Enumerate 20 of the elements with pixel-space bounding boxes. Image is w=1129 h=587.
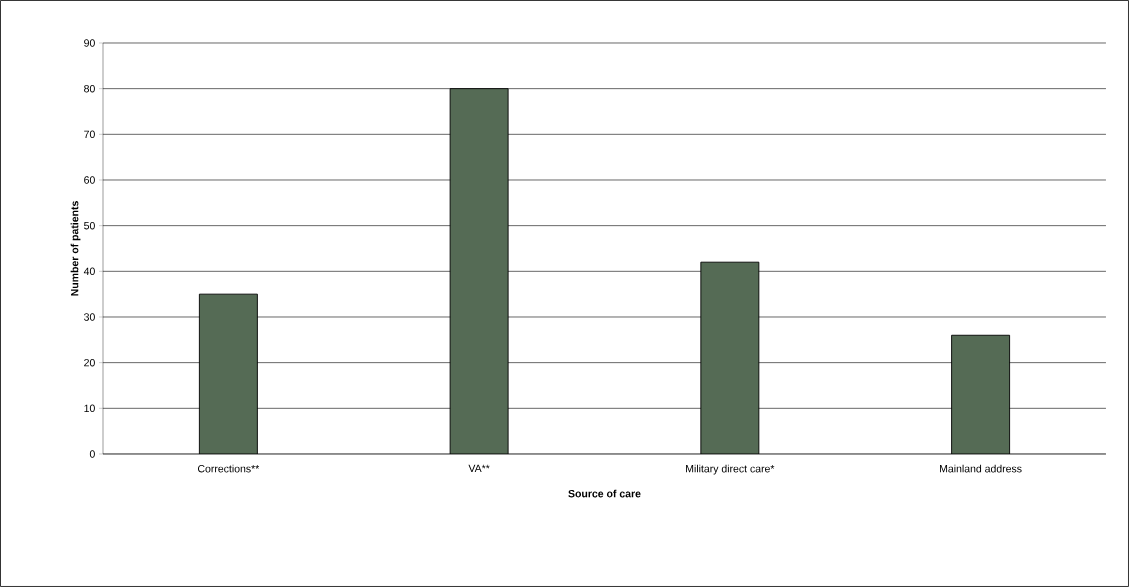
y-tick-label: 10 (84, 404, 95, 413)
x-tick-label: VA** (468, 464, 490, 472)
x-axis-title: Source of care (568, 489, 641, 498)
x-tick-label: Mainland address (940, 464, 1022, 473)
y-tick-label: 40 (83, 267, 95, 276)
y-tick-label: 30 (84, 313, 95, 321)
y-tick-label: 90 (84, 39, 95, 47)
bar (700, 261, 760, 454)
bar (951, 334, 1011, 454)
y-tick-label: 70 (84, 130, 95, 139)
y-tick-label: 60 (84, 176, 95, 184)
y-tick-label: 80 (84, 84, 95, 93)
y-tick-label: 50 (84, 221, 95, 230)
x-tick-label: Corrections** (197, 464, 260, 473)
bar (449, 88, 509, 454)
y-tick-label: 20 (84, 358, 95, 367)
bar (198, 293, 258, 454)
y-axis-title: Number of patients (70, 201, 81, 296)
x-tick-label: Military direct care* (686, 464, 775, 475)
y-tick-label: 0 (89, 450, 95, 458)
